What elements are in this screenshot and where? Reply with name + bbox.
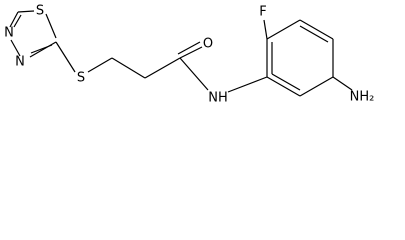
atom-label: F [259,5,266,20]
bond [111,57,146,79]
atom-label: S [36,4,44,19]
bond [299,76,334,97]
bond [45,13,57,39]
atom-label: O [203,37,213,52]
bond [13,14,22,28]
bond [29,41,57,58]
bond [9,11,19,28]
atom-label: N [4,26,14,41]
bond [144,57,181,79]
bond [179,57,209,91]
bonds [9,10,353,97]
bond [179,46,203,59]
bond [271,73,301,91]
bond [227,76,268,93]
bond [10,39,21,57]
atom-label: S [77,71,85,86]
atom-label: N [15,55,25,70]
bond [266,19,301,40]
bond [299,25,329,43]
bond [87,57,113,73]
atom-label: NH [208,91,228,106]
atom-label: NH₂ [350,90,375,105]
bond [30,44,53,54]
bond [263,19,268,40]
molecule-diagram: S N N S O NH F NH₂ [4,4,375,106]
bond [177,41,201,55]
bond [299,19,334,40]
bond [17,10,35,13]
bond [55,41,76,73]
bond [266,76,301,97]
bond [332,76,353,91]
